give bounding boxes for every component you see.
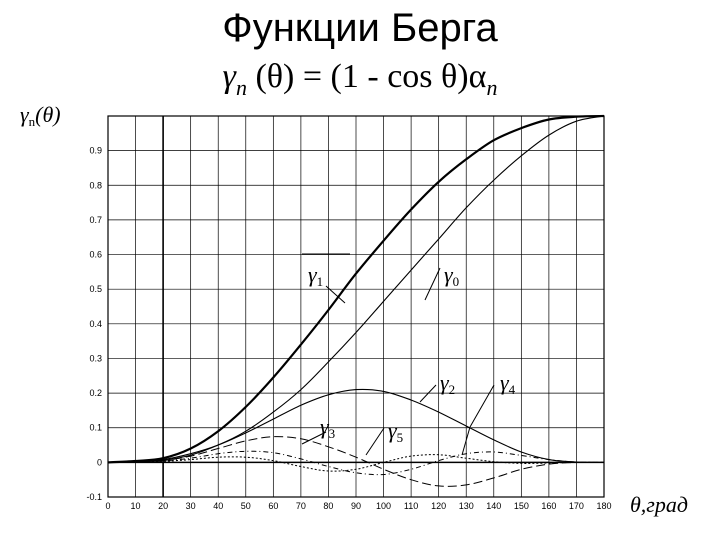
y-axis-label: γn(θ)	[20, 102, 61, 129]
series-line-2	[107, 388, 605, 463]
label-leader	[301, 431, 327, 445]
y-tick-label: 0.5	[89, 284, 102, 294]
x-tick-label: 140	[486, 501, 501, 511]
x-tick-label: 0	[105, 501, 110, 511]
x-tick-label: 30	[186, 501, 196, 511]
series-line-1	[107, 114, 605, 464]
x-tick-label: 180	[596, 501, 611, 511]
grid	[107, 115, 605, 498]
y-tick-label: 0.2	[89, 388, 102, 398]
formula-rhs-sub: n	[486, 75, 498, 100]
annotations	[301, 253, 495, 456]
tick-labels: 0 10 20 30 40 50 60 70 80 90 100 110 120 130 140 150 160…	[86, 146, 611, 511]
formula-body: (θ) = (1 - cos θ)α	[255, 58, 487, 95]
x-tick-label: 150	[514, 501, 529, 511]
y-tick-label: 0.8	[89, 180, 102, 190]
label-gamma-5: γ5	[388, 418, 403, 445]
x-tick-label: 50	[241, 501, 251, 511]
x-tick-label: 10	[131, 501, 141, 511]
formula-lhs-sub: n	[235, 75, 247, 100]
series-line-3	[107, 436, 605, 487]
label-gamma-3: γ3	[320, 414, 335, 441]
x-tick-label: 100	[376, 501, 391, 511]
label-leader	[419, 384, 437, 403]
x-tick-label: 90	[351, 501, 361, 511]
y-tick-label: 0.1	[89, 423, 102, 433]
label-leader	[365, 427, 385, 456]
y-tick-label: 0.9	[89, 146, 102, 156]
label-gamma-2: γ2	[440, 370, 455, 397]
x-tick-label: 40	[213, 501, 223, 511]
label-leader	[461, 426, 471, 456]
x-tick-label: 170	[569, 501, 584, 511]
label-leader	[325, 285, 346, 304]
x-tick-label: 60	[268, 501, 278, 511]
y-tick-label: 0.6	[89, 250, 102, 260]
y-tick-label: 0.4	[89, 319, 102, 329]
series-line-5	[107, 454, 605, 472]
x-axis-label: θ,град	[630, 492, 688, 517]
x-tick-label: 20	[158, 501, 168, 511]
x-tick-label: 120	[431, 501, 446, 511]
x-tick-label: 160	[541, 501, 556, 511]
y-tick-label: 0.7	[89, 215, 102, 225]
x-tick-label: 70	[296, 501, 306, 511]
formula: γn (θ) = (1 - cos θ)αn	[0, 58, 720, 100]
x-tick-label: 80	[323, 501, 333, 511]
label-gamma-0: γ0	[444, 262, 459, 289]
x-tick-label: 130	[459, 501, 474, 511]
label-leader	[469, 384, 495, 428]
label-gamma-4: γ4	[500, 370, 516, 397]
x-tick-label: 110	[404, 501, 418, 511]
label-gamma-1: γ1	[308, 262, 323, 289]
formula-symbol: γ	[222, 58, 236, 95]
page-title: Функции Берга	[222, 6, 498, 50]
y-tick-label: 0	[97, 457, 102, 467]
label-leader	[424, 267, 441, 301]
y-tick-label: 0.3	[89, 353, 102, 363]
series-lines	[107, 114, 605, 487]
y-tick-label: -0.1	[86, 492, 102, 502]
series-line-0	[107, 115, 605, 463]
